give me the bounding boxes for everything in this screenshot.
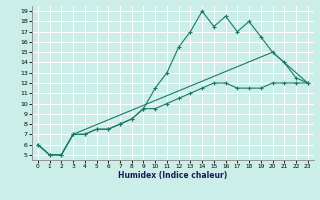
X-axis label: Humidex (Indice chaleur): Humidex (Indice chaleur) (118, 171, 228, 180)
